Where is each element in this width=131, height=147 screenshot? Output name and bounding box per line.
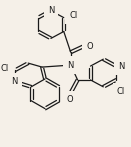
Text: O: O: [86, 42, 93, 51]
Text: N: N: [118, 62, 124, 71]
Text: Cl: Cl: [0, 64, 9, 73]
Text: O: O: [66, 95, 73, 104]
Text: Cl: Cl: [117, 87, 125, 96]
Text: N: N: [48, 6, 54, 15]
Text: Cl: Cl: [70, 11, 78, 20]
Text: N: N: [11, 77, 18, 86]
Text: N: N: [67, 61, 74, 70]
